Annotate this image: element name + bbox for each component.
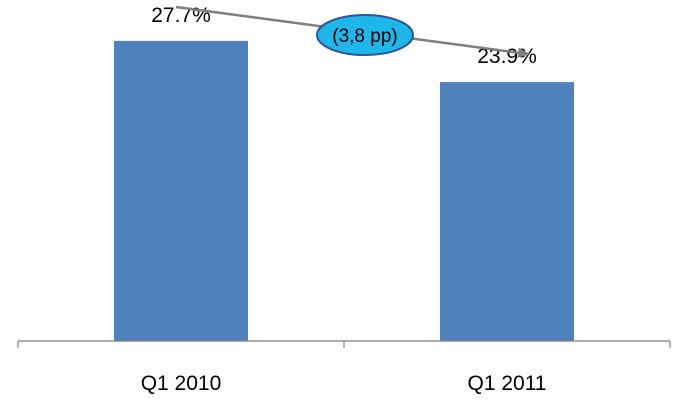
bar-q1-2010: [114, 40, 248, 342]
x-tick-label: Q1 2010: [141, 372, 222, 395]
callout-text: (3,8 pp): [332, 26, 397, 47]
x-tick-label: Q1 2011: [467, 372, 546, 395]
change-annotation: (3,8 pp): [175, 5, 530, 58]
bar-q1-2011: [440, 82, 574, 341]
x-axis: [17, 340, 671, 348]
callout-bubble: [316, 14, 414, 56]
bars-layer: [114, 40, 574, 342]
